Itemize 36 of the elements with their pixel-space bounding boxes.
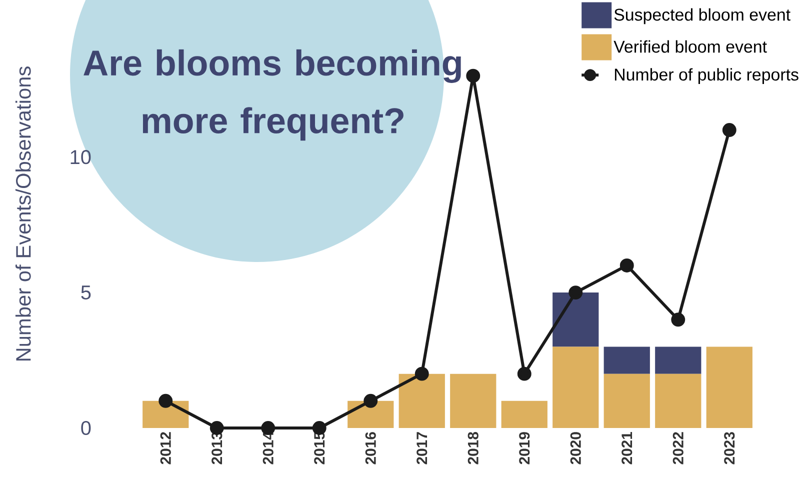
x-tick-label: 2018 [468,432,478,464]
point [517,366,532,381]
bar [706,346,752,428]
x-tick-label: 2019 [519,432,530,464]
point [158,394,173,408]
point [671,312,686,327]
bar [604,346,650,374]
bar [398,374,445,428]
text: Are blooms becoming more frequent? [84,49,461,141]
bar [604,374,650,428]
y-axis-title: Number of Events/Observations [15,66,31,361]
y-tick-label: 5 [81,286,91,300]
x-tick-label: 2023 [724,432,735,464]
legend-label: Verified bloom event [614,40,767,53]
bar [450,374,496,428]
point [620,258,634,272]
x-tick-label: 2022 [672,432,684,464]
x-tick-label: 2020 [570,432,581,464]
y-tick-label: 10 [70,150,91,164]
x-tick-label: 2016 [365,432,376,464]
point [364,394,378,408]
legend-label: Suspected bloom event [614,8,790,24]
point [466,68,480,83]
bar [655,374,702,428]
point [414,366,429,381]
bar [655,346,702,374]
bar [552,346,599,428]
bar [552,292,599,347]
legend-label: Number of public reports [614,68,798,84]
x-tick-label: 2012 [160,432,171,464]
x-tick-label: 2017 [416,432,428,464]
y-tick-label: 0 [81,420,91,436]
point [722,123,736,137]
point [568,286,583,300]
bar [501,400,548,428]
x-tick-label: 2021 [622,432,632,464]
